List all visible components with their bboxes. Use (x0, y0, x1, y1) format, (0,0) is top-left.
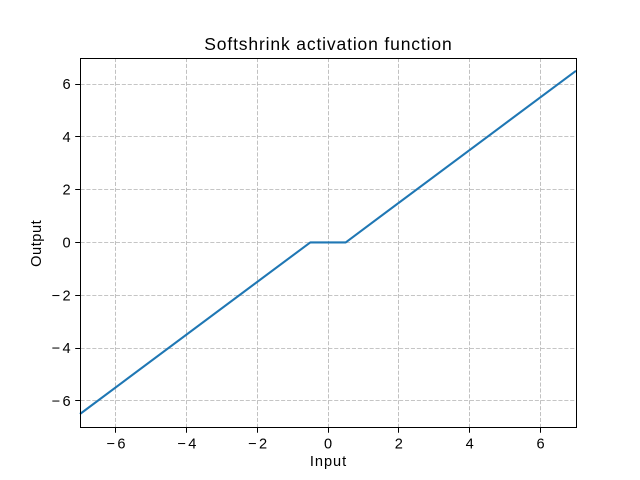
svg-text:4: 4 (62, 130, 70, 146)
svg-text:2: 2 (62, 183, 70, 199)
svg-text:Softshrink activation function: Softshrink activation function (204, 34, 452, 54)
svg-text:0: 0 (62, 236, 70, 252)
svg-text:6: 6 (62, 77, 70, 93)
svg-text:6: 6 (537, 436, 545, 452)
svg-text:0: 0 (324, 436, 332, 452)
svg-text:2: 2 (395, 436, 403, 452)
svg-text:Input: Input (310, 454, 347, 470)
svg-text:4: 4 (466, 436, 474, 452)
svg-text:Output: Output (29, 220, 45, 267)
